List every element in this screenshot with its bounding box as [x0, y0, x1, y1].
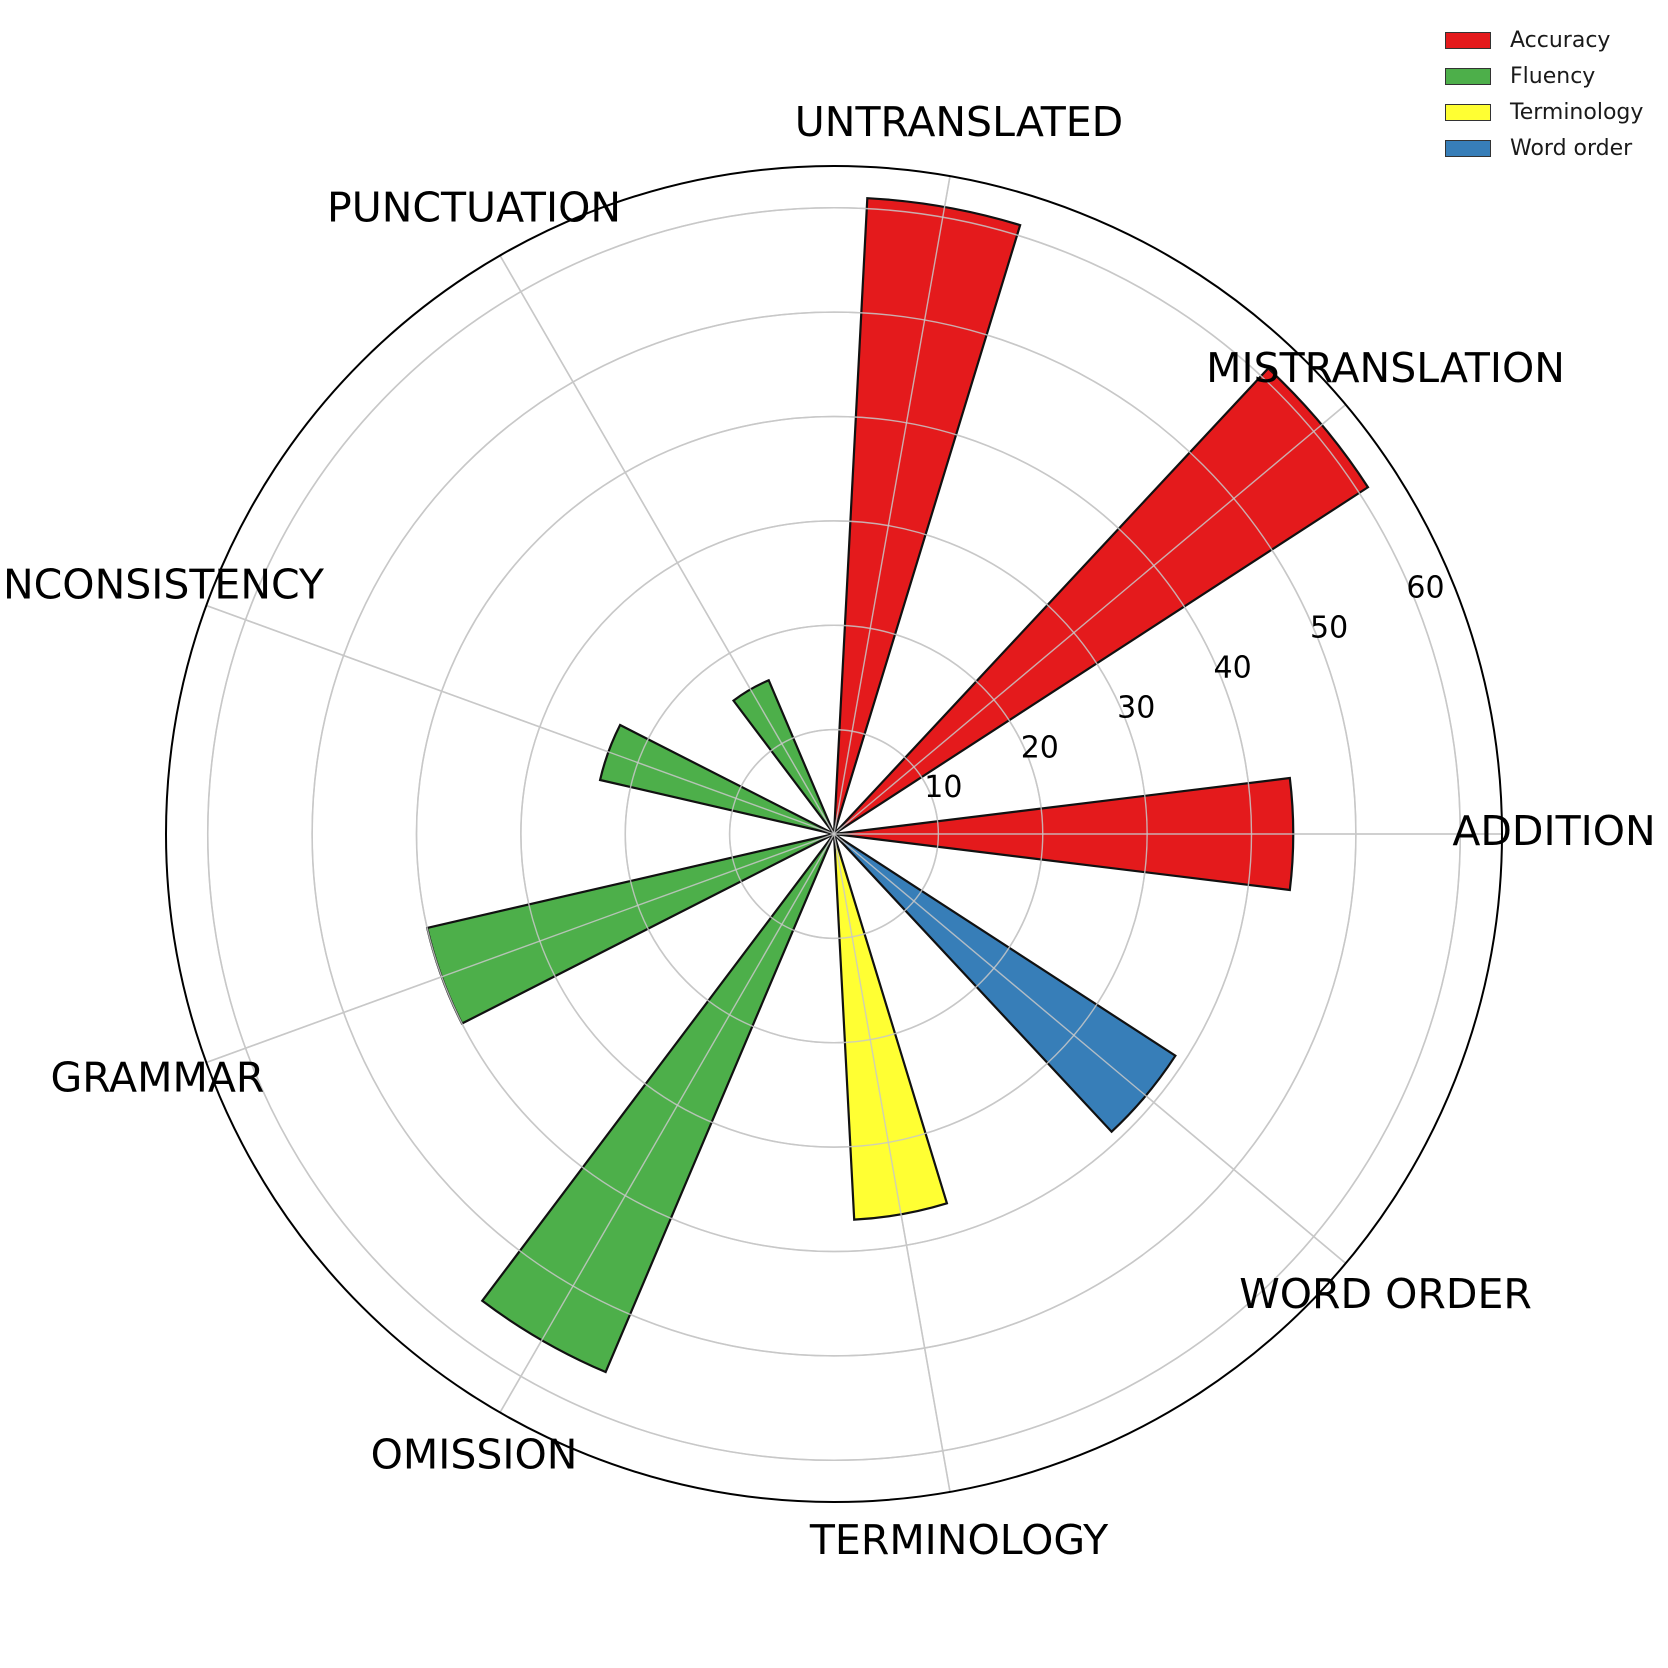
- grid-spoke-overlay-omission: [499, 833, 835, 1413]
- legend: Accuracy Fluency Terminology Word order: [1445, 22, 1665, 166]
- overlay-layer: [165, 165, 1503, 1503]
- grid-spoke-overlay-terminology: [833, 833, 951, 1492]
- legend-label-accuracy: Accuracy: [1510, 27, 1611, 53]
- category-label-terminology: TERMINOLOGY: [809, 1516, 1109, 1564]
- legend-swatch-terminology: [1445, 103, 1491, 121]
- grid-spoke-overlay-inconsistency: [206, 604, 835, 835]
- category-label-word-order: WORD ORDER: [1239, 1270, 1532, 1318]
- legend-item-terminology: Terminology: [1445, 94, 1665, 130]
- legend-label-terminology: Terminology: [1510, 99, 1644, 125]
- r-tick-label-30: 30: [1117, 690, 1155, 725]
- category-label-addition: ADDITION: [1452, 807, 1655, 855]
- r-tick-label-20: 20: [1021, 730, 1059, 765]
- legend-swatch-fluency: [1445, 67, 1491, 85]
- legend-label-word-order: Word order: [1510, 135, 1633, 161]
- r-tick-label-60: 60: [1406, 570, 1444, 605]
- legend-item-fluency: Fluency: [1445, 58, 1665, 94]
- grid-spoke-overlay-word-order: [833, 833, 1347, 1264]
- label-layer: 10 20 30 40 50 60 ADDITION MISTRANSLATION UNTRAN…: [0, 98, 1656, 1564]
- legend-swatch-accuracy: [1445, 31, 1491, 49]
- legend-item-accuracy: Accuracy: [1445, 22, 1665, 58]
- category-label-inconsistency: INCONSISTENCY: [0, 561, 325, 609]
- legend-label-fluency: Fluency: [1510, 63, 1596, 89]
- legend-item-word-order: Word order: [1445, 130, 1665, 166]
- category-label-grammar: GRAMMAR: [50, 1053, 264, 1101]
- polar-frame: [165, 165, 1503, 1503]
- legend-swatch-word-order: [1445, 139, 1491, 157]
- category-label-omission: OMISSION: [371, 1431, 578, 1479]
- category-label-mistranslation: MISTRANSLATION: [1206, 344, 1565, 392]
- r-tick-label-40: 40: [1214, 650, 1252, 685]
- grid-spoke-overlay-untranslated: [833, 176, 951, 835]
- r-tick-label-50: 50: [1310, 610, 1348, 645]
- r-tick-label-10: 10: [924, 770, 962, 805]
- category-label-untranslated: UNTRANSLATED: [795, 98, 1123, 146]
- category-label-punctuation: PUNCTUATION: [327, 183, 621, 231]
- grid-spoke-overlay-mistranslation: [833, 404, 1347, 835]
- grid-spoke-overlay-grammar: [206, 833, 835, 1064]
- grid-spoke-overlay-punctuation: [499, 255, 835, 835]
